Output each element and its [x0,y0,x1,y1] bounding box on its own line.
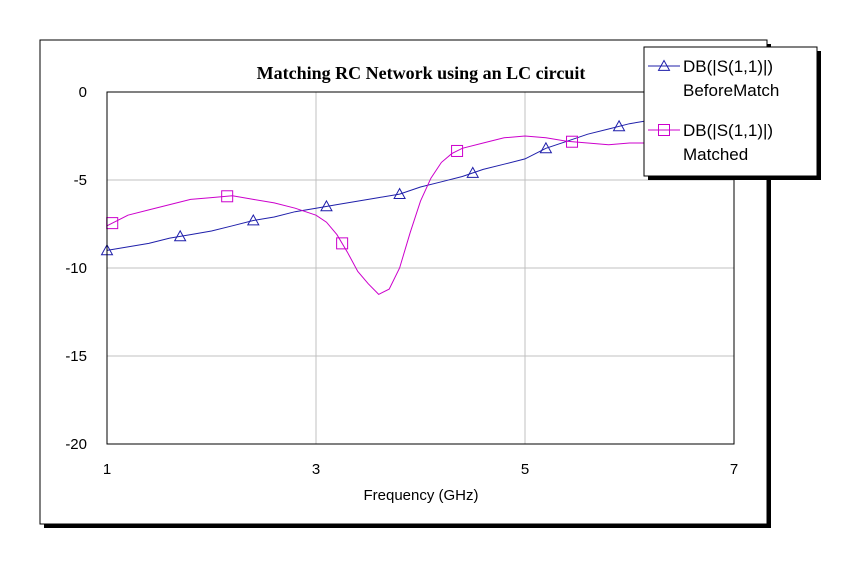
legend-entry-text: DB(|S(1,1)|) [683,57,773,76]
x-tick-label: 1 [103,461,111,478]
y-tick-label: -10 [65,260,87,277]
legend-triangle-marker [657,59,671,71]
x-tick-label: 7 [730,461,738,478]
plot-border [106,91,735,445]
legend-box [643,46,818,177]
x-tick-label: 5 [521,461,529,478]
legend-entry-text: DB(|S(1,1)|) [683,121,773,140]
triangle-marker [246,213,260,226]
legend: DB(|S(1,1)|) BeforeMatch DB(|S(1,1)|) Match… [648,57,779,164]
y-tick-label: -20 [65,436,87,453]
triangle-marker [539,141,553,154]
legend-entry-text: Matched [683,145,748,164]
legend-entry-text: BeforeMatch [683,81,779,100]
series-1 [100,109,735,256]
legend-square-marker [658,124,670,136]
triangle-marker [612,119,626,132]
y-tick-label: -5 [74,172,87,189]
y-tick-label: 0 [79,84,87,101]
series-line [106,135,734,296]
triangle-marker [173,229,187,242]
y-tick-label: -15 [65,348,87,365]
series-line [106,109,735,251]
tick-labels: 1 3 5 7 0 -5 -10 -15 -20 [65,84,738,478]
x-tick-label: 3 [312,461,320,478]
square-marker [221,190,234,203]
x-axis-label: Frequency (GHz) [363,487,478,504]
triangle-marker [466,166,480,178]
triangle-marker [320,199,333,212]
square-marker [451,144,464,157]
chart-title: Matching RC Network using an LC circuit [257,63,586,83]
square-marker [336,237,349,250]
square-marker [566,135,579,148]
triangle-marker [393,187,406,199]
